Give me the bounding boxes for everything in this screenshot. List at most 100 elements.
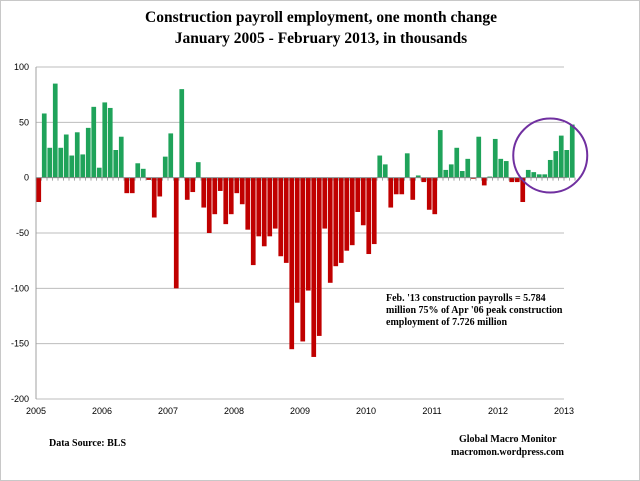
bar — [399, 177, 405, 195]
bar — [333, 177, 339, 267]
bar — [558, 135, 564, 178]
bar — [327, 177, 333, 283]
x-tick-label: 2012 — [488, 406, 508, 416]
plot-area: 100 50 0 -50 -100 -150 -200 2005 2006 2007 2008 200… — [11, 62, 589, 416]
bar — [432, 177, 438, 215]
bar — [410, 177, 416, 200]
bar — [272, 177, 278, 229]
bar — [536, 174, 542, 178]
bar — [58, 147, 64, 178]
bar — [525, 169, 531, 178]
bar — [300, 177, 306, 342]
bar — [509, 177, 515, 183]
bar — [465, 158, 471, 178]
bar — [146, 177, 152, 180]
bar — [245, 177, 251, 230]
bar — [85, 127, 91, 178]
x-tick-label: 2005 — [26, 406, 46, 416]
bar — [223, 177, 229, 225]
bar — [201, 177, 207, 208]
highlight-circle — [512, 117, 589, 194]
bar — [382, 164, 388, 178]
bar — [129, 177, 135, 194]
bar — [371, 177, 377, 245]
bar — [322, 177, 328, 229]
bar — [140, 168, 146, 178]
x-tick-label: 2013 — [554, 406, 574, 416]
bar — [437, 130, 443, 178]
bar — [459, 171, 465, 178]
bar — [542, 174, 548, 178]
bar — [404, 153, 410, 178]
bar — [454, 147, 460, 178]
bar — [107, 107, 113, 178]
bar — [113, 150, 119, 178]
bar — [531, 172, 537, 178]
bar — [498, 158, 504, 178]
annotation-line-1: Feb. '13 construction payrolls = 5.784 — [386, 293, 546, 304]
bar — [195, 162, 201, 178]
bar — [388, 177, 394, 208]
bar — [547, 159, 553, 178]
bar — [179, 89, 185, 178]
bar — [47, 147, 53, 178]
bar — [470, 177, 476, 179]
bar — [36, 177, 42, 203]
bar — [206, 177, 212, 233]
bar — [69, 155, 75, 178]
bar — [80, 154, 86, 178]
bar — [289, 177, 295, 350]
bar — [52, 83, 58, 178]
bar — [415, 175, 421, 178]
bar — [360, 177, 366, 226]
bar — [41, 113, 47, 178]
y-tick-label: 50 — [19, 117, 29, 127]
bar — [294, 177, 300, 303]
bar — [366, 177, 372, 255]
bar — [173, 177, 179, 289]
bar — [487, 176, 493, 178]
bar — [102, 102, 108, 178]
x-tick-label: 2007 — [158, 406, 178, 416]
bar — [157, 177, 163, 197]
bar — [162, 156, 168, 178]
bar — [426, 177, 432, 210]
bar — [96, 167, 102, 178]
y-tick-label: 100 — [14, 62, 29, 72]
bar — [503, 161, 509, 178]
annotation: Feb. '13 construction payrolls = 5.784 m… — [386, 293, 563, 329]
bar — [355, 177, 361, 212]
data-source: Data Source: BLS — [49, 438, 127, 449]
bar — [564, 150, 570, 178]
bar — [316, 177, 322, 336]
y-tick-label: -100 — [11, 283, 29, 293]
bar — [338, 177, 344, 263]
bar — [184, 177, 190, 200]
bar — [514, 177, 520, 183]
bar — [448, 164, 454, 178]
bar — [443, 169, 449, 178]
bar — [261, 177, 267, 247]
bar — [393, 177, 399, 195]
x-tick-label: 2006 — [92, 406, 112, 416]
bar — [124, 177, 130, 194]
bar — [74, 132, 80, 178]
bar — [212, 177, 218, 215]
bar — [228, 177, 234, 215]
bar — [190, 177, 196, 193]
brand-site: macromon.wordpress.com — [451, 447, 564, 458]
bar — [135, 163, 141, 178]
bar — [344, 177, 350, 251]
bar — [118, 136, 124, 178]
chart-title: Construction payroll employment, one mon… — [145, 9, 497, 26]
bar — [91, 106, 97, 178]
bar — [569, 124, 575, 178]
x-tick-label: 2010 — [356, 406, 376, 416]
brand-name: Global Macro Monitor — [459, 434, 557, 445]
annotation-line-3: employment of 7.726 million — [386, 317, 508, 328]
x-tick-label: 2008 — [224, 406, 244, 416]
y-tick-label: 0 — [24, 173, 29, 183]
bar — [481, 177, 487, 186]
bar — [520, 177, 526, 203]
